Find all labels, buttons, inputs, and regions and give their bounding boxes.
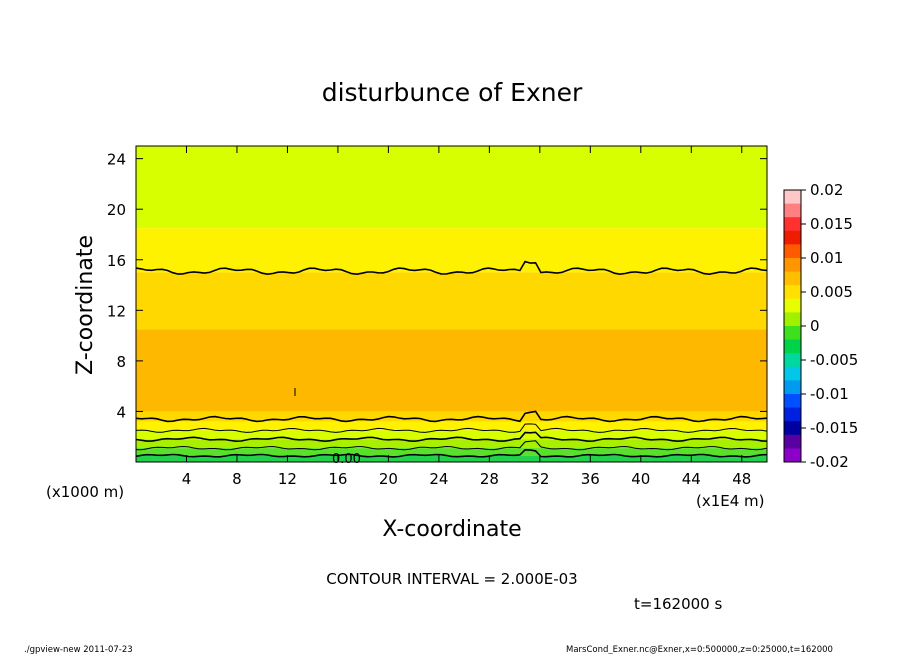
contour-line-4 <box>135 440 768 451</box>
x-axis-label: X-coordinate <box>382 517 521 542</box>
y-tick-label: 8 <box>116 353 126 371</box>
time-text: t=162000 s <box>634 595 722 613</box>
y-tick-label: 4 <box>116 403 126 421</box>
colorbar-segment <box>784 353 801 368</box>
x-tick-label: 28 <box>480 470 499 488</box>
y-tick-label: 24 <box>107 151 126 169</box>
colorbar-segment <box>784 326 801 341</box>
y-axis-label: Z-coordinate <box>73 235 98 375</box>
colorbar-label: -0.02 <box>810 453 849 471</box>
color-band-3 <box>136 329 767 412</box>
colorbar-label: 0.005 <box>810 283 853 301</box>
y-tick-label: 20 <box>107 201 126 219</box>
color-bands <box>136 146 767 462</box>
colorbar: 0.02 0.015 0.01 0.005 0 -0.005 -0.01 -0.015 -0.0… <box>783 181 858 471</box>
contour-line-0 <box>135 260 768 276</box>
colorbar-label: 0.01 <box>810 249 843 267</box>
contour-lines <box>135 260 768 458</box>
color-band-5 <box>136 421 767 431</box>
colorbar-segment <box>784 298 801 313</box>
colorbar-segment <box>784 339 801 354</box>
y-axis-ticks: 4 8 12 16 20 24 <box>107 151 767 421</box>
colorbar-label: -0.01 <box>810 385 849 403</box>
color-band-9 <box>136 455 767 462</box>
colorbar-segment <box>784 285 801 300</box>
colorbar-label: -0.015 <box>810 419 858 437</box>
plot-frame <box>135 145 768 463</box>
contour-line-1 <box>135 410 768 423</box>
footer-right: MarsCond_Exner.nc@Exner,x=0:500000,z=0:2… <box>566 645 833 654</box>
contour-interval-text: CONTOUR INTERVAL = 2.000E-03 <box>326 570 577 588</box>
color-band-2 <box>136 272 767 330</box>
color-band-0 <box>136 146 767 229</box>
colorbar-segment <box>784 380 801 395</box>
x-tick-label: 4 <box>182 470 192 488</box>
colorbar-label: 0.015 <box>810 215 853 233</box>
contour-line-5 <box>135 448 768 458</box>
x-tick-label: 16 <box>328 470 347 488</box>
x-tick-label: 20 <box>379 470 398 488</box>
color-band-1 <box>136 228 767 273</box>
colorbar-segment <box>784 271 801 286</box>
colorbar-segment <box>784 258 801 273</box>
colorbar-segment <box>784 434 801 449</box>
x-axis-unit: (x1E4 m) <box>696 492 765 510</box>
colorbar-segment <box>784 407 801 422</box>
colorbar-segment <box>784 394 801 409</box>
color-band-6 <box>136 430 767 440</box>
y-tick-label: 16 <box>107 252 126 270</box>
y-tick-label: 12 <box>107 302 126 320</box>
x-axis-ticks: 4 8 12 16 20 24 28 32 36 40 44 48 <box>182 146 751 488</box>
footer-left: ./gpview-new 2011-07-23 <box>24 645 133 654</box>
x-tick-label: 24 <box>429 470 448 488</box>
contour-line-3 <box>135 431 768 443</box>
colorbar-segment <box>784 312 801 327</box>
colorbar-label: -0.005 <box>810 351 858 369</box>
contour-line-2 <box>135 423 768 433</box>
y-axis-unit: (x1000 m) <box>46 483 124 501</box>
colorbar-segment <box>784 230 801 245</box>
colorbar-segment <box>784 190 801 205</box>
contour-label: 0.00 <box>332 452 361 467</box>
x-tick-label: 40 <box>631 470 650 488</box>
x-tick-label: 44 <box>682 470 701 488</box>
colorbar-segment <box>784 448 801 463</box>
chart-title: disturbunce of Exner <box>322 78 583 107</box>
color-band-8 <box>136 448 767 456</box>
colorbar-segment <box>784 244 801 259</box>
x-tick-label: 32 <box>530 470 549 488</box>
colorbar-label: 0.02 <box>810 181 843 199</box>
x-tick-label: 12 <box>278 470 297 488</box>
x-tick-label: 48 <box>732 470 751 488</box>
color-band-7 <box>136 439 767 449</box>
x-tick-label: 36 <box>581 470 600 488</box>
colorbar-segment <box>784 203 801 218</box>
color-band-4 <box>136 411 767 422</box>
colorbar-segment <box>784 421 801 436</box>
colorbar-segment <box>784 217 801 232</box>
x-tick-label: 8 <box>232 470 242 488</box>
colorbar-segment <box>784 366 801 381</box>
colorbar-label: 0 <box>810 317 820 335</box>
